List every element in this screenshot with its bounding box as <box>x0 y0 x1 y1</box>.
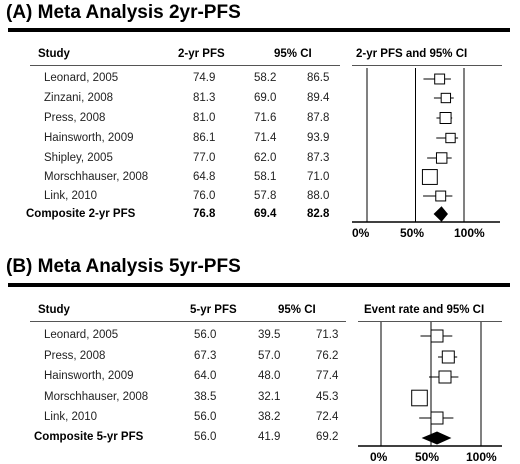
study-name: Press, 2008 <box>44 350 106 362</box>
ci-upper: 87.8 <box>307 112 330 124</box>
composite-ci-lower: 69.4 <box>254 208 277 220</box>
study-name: Leonard, 2005 <box>44 329 119 341</box>
estimate-marker <box>439 112 452 124</box>
estimate-value: 86.1 <box>193 132 216 144</box>
panel-b-header-value: 5-yr PFS <box>190 304 237 316</box>
study-name: Press, 2008 <box>44 112 106 124</box>
panel-a-header-rule <box>30 65 340 66</box>
estimate-marker <box>438 370 452 384</box>
estimate-marker <box>430 411 444 425</box>
panel-b-header-study: Study <box>38 304 70 316</box>
panel-a-header-plot: 2-yr PFS and 95% CI <box>356 48 468 60</box>
panel-a-plot-header-rule <box>352 65 502 66</box>
estimate-marker <box>441 350 455 364</box>
panel-a-header-study: Study <box>38 48 70 60</box>
ci-lower: 57.0 <box>258 350 281 362</box>
panel-b-title: (B) Meta Analysis 5yr-PFS <box>6 256 241 277</box>
x-tick-label: 100% <box>466 450 497 464</box>
study-name: Hainsworth, 2009 <box>44 370 134 382</box>
ci-lower: 69.0 <box>254 92 277 104</box>
study-name: Shipley, 2005 <box>44 152 113 164</box>
panel-b-header-rule <box>30 321 346 322</box>
ci-upper: 77.4 <box>316 370 339 382</box>
study-name: Leonard, 2005 <box>44 72 119 84</box>
estimate-value: 76.0 <box>193 190 216 202</box>
ci-lower: 57.8 <box>254 190 277 202</box>
ci-lower: 58.2 <box>254 72 277 84</box>
x-tick-label: 0% <box>352 226 370 240</box>
estimate-marker <box>435 152 448 164</box>
composite-diamond <box>421 431 452 445</box>
ci-lower: 58.1 <box>254 171 277 183</box>
panel-b-top-rule <box>8 283 510 287</box>
estimate-marker <box>435 190 447 202</box>
estimate-marker <box>440 92 452 104</box>
estimate-marker <box>421 169 438 185</box>
ci-lower: 39.5 <box>258 329 281 341</box>
panel-a-top-rule <box>8 28 510 32</box>
panel-b-header-plot: Event rate and 95% CI <box>364 304 485 316</box>
estimate-marker <box>434 73 446 85</box>
ci-upper: 88.0 <box>307 190 330 202</box>
study-name: Link, 2010 <box>44 411 98 423</box>
study-name: Link, 2010 <box>44 190 98 202</box>
estimate-value: 64.0 <box>194 370 217 382</box>
estimate-value: 81.0 <box>193 112 216 124</box>
panel-a-header-ci: 95% CI <box>274 48 312 60</box>
ci-upper: 71.0 <box>307 171 330 183</box>
composite-label: Composite 2-yr PFS <box>26 208 136 220</box>
estimate-value: 56.0 <box>194 329 217 341</box>
estimate-value: 81.3 <box>193 92 216 104</box>
ci-upper: 76.2 <box>316 350 339 362</box>
panel-a-header-value: 2-yr PFS <box>178 48 225 60</box>
estimate-value: 67.3 <box>194 350 217 362</box>
ci-upper: 71.3 <box>316 329 339 341</box>
x-tick-label: 50% <box>400 226 425 240</box>
ci-upper: 87.3 <box>307 152 330 164</box>
estimate-value: 77.0 <box>193 152 216 164</box>
estimate-value: 56.0 <box>194 411 217 423</box>
ci-lower: 38.2 <box>258 411 281 423</box>
estimate-marker <box>445 132 456 144</box>
study-name: Zinzani, 2008 <box>44 92 114 104</box>
study-name: Hainsworth, 2009 <box>44 132 134 144</box>
composite-ci-upper: 82.8 <box>307 208 330 220</box>
ci-lower: 62.0 <box>254 152 277 164</box>
composite-diamond <box>433 206 448 222</box>
panel-b-plot-header-rule <box>358 321 502 322</box>
panel-a-title: (A) Meta Analysis 2yr-PFS <box>6 2 241 23</box>
composite-value: 56.0 <box>194 431 217 443</box>
ci-lower: 71.6 <box>254 112 277 124</box>
ci-upper: 86.5 <box>307 72 330 84</box>
panel-b-header-ci: 95% CI <box>278 304 316 316</box>
ci-lower: 32.1 <box>258 391 281 403</box>
composite-label: Composite 5-yr PFS <box>34 431 144 443</box>
estimate-value: 38.5 <box>194 391 217 403</box>
ci-lower: 71.4 <box>254 132 277 144</box>
x-tick-label: 0% <box>370 450 388 464</box>
study-name: Morschhauser, 2008 <box>44 391 149 403</box>
ci-upper: 45.3 <box>316 391 339 403</box>
estimate-value: 74.9 <box>193 72 216 84</box>
estimate-value: 64.8 <box>193 171 216 183</box>
ci-upper: 72.4 <box>316 411 339 423</box>
x-tick-label: 100% <box>454 226 485 240</box>
ci-lower: 48.0 <box>258 370 281 382</box>
x-tick-label: 50% <box>415 450 440 464</box>
composite-ci-lower: 41.9 <box>258 431 281 443</box>
study-name: Morschhauser, 2008 <box>44 171 149 183</box>
estimate-marker <box>411 389 428 407</box>
ci-upper: 89.4 <box>307 92 330 104</box>
composite-ci-upper: 69.2 <box>316 431 339 443</box>
ci-upper: 93.9 <box>307 132 330 144</box>
composite-value: 76.8 <box>193 208 216 220</box>
estimate-marker <box>430 329 444 343</box>
